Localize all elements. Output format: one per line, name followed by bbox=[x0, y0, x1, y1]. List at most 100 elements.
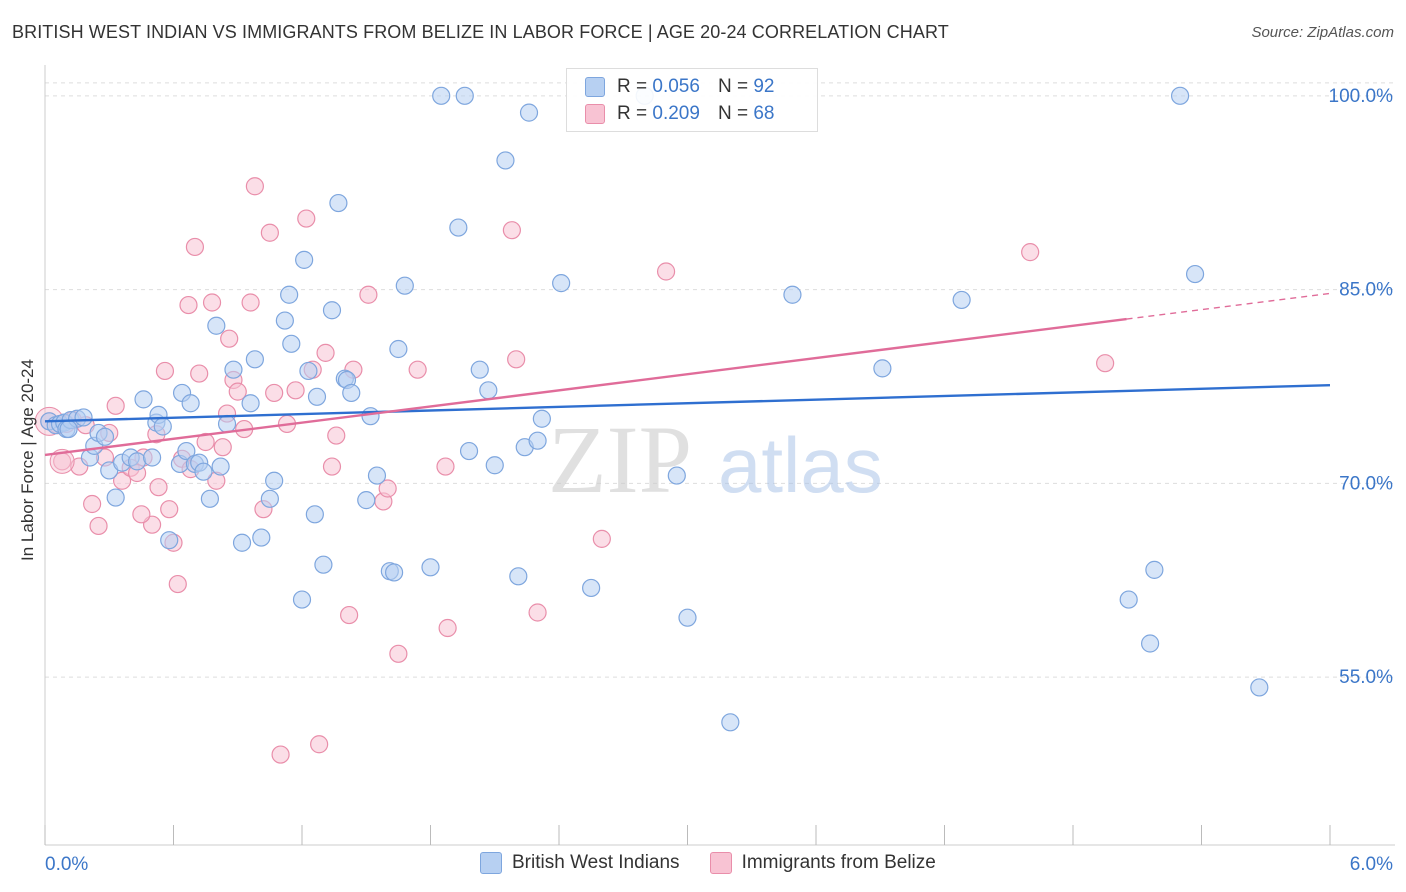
data-point-bwi bbox=[106, 488, 125, 507]
data-point-belize bbox=[1096, 354, 1115, 373]
data-point-bwi bbox=[252, 528, 271, 547]
data-point-belize bbox=[502, 221, 521, 240]
source-label: Source: ZipAtlas.com bbox=[1251, 24, 1394, 41]
data-point-belize bbox=[112, 471, 132, 490]
data-point-belize bbox=[106, 396, 125, 415]
x-tick-label: 0.0% bbox=[45, 854, 88, 875]
data-point-bwi bbox=[459, 441, 479, 461]
data-point-bwi bbox=[1250, 678, 1269, 697]
data-point-bwi bbox=[721, 713, 740, 732]
data-point-bwi bbox=[1185, 264, 1205, 284]
legend-swatch-bwi bbox=[480, 852, 502, 874]
y-tick-label: 70.0% bbox=[1339, 473, 1393, 494]
data-point-bwi bbox=[1140, 634, 1160, 653]
data-point-bwi bbox=[329, 193, 348, 213]
data-point-belize bbox=[190, 364, 209, 383]
y-tick-label: 100.0% bbox=[1329, 86, 1394, 107]
axes bbox=[44, 65, 1395, 846]
legend-row-bwi: R = 0.056 N = 92 bbox=[585, 75, 774, 99]
legend-swatch-belize bbox=[709, 852, 732, 874]
data-point-bwi bbox=[211, 457, 230, 476]
data-point-belize bbox=[438, 618, 457, 638]
data-point-bwi bbox=[207, 316, 226, 335]
data-point-belize bbox=[327, 426, 346, 445]
legend-label-belize: Immigrants from Belize bbox=[741, 852, 936, 873]
data-point-bwi bbox=[479, 381, 498, 400]
data-point-bwi bbox=[160, 531, 179, 550]
data-point-belize bbox=[340, 605, 359, 625]
data-point-bwi bbox=[282, 334, 301, 353]
data-point-bwi bbox=[299, 361, 318, 381]
data-point-bwi bbox=[260, 489, 279, 508]
data-point-belize bbox=[271, 745, 290, 764]
data-point-belize bbox=[179, 295, 198, 315]
data-point-bwi bbox=[200, 489, 220, 508]
data-point-belize bbox=[316, 343, 335, 362]
legend-item-bwi[interactable]: British West Indians bbox=[480, 852, 680, 874]
data-point-belize bbox=[245, 177, 264, 196]
data-point-bwi bbox=[127, 452, 147, 471]
data-point-bwi bbox=[783, 285, 802, 304]
data-point-belize bbox=[89, 516, 108, 536]
data-point-belize bbox=[322, 457, 342, 476]
data-point-bwi bbox=[357, 491, 376, 510]
legend-n-label: N = bbox=[717, 103, 749, 124]
legend-item-belize[interactable]: Immigrants from Belize bbox=[709, 852, 936, 874]
legend-n-value-bwi: 92 bbox=[753, 76, 775, 97]
data-point-belize bbox=[378, 479, 397, 498]
data-point-bwi bbox=[667, 466, 686, 485]
data-point-belize bbox=[155, 361, 175, 381]
data-point-belize bbox=[656, 262, 676, 281]
data-point-bwi bbox=[1119, 590, 1138, 609]
x-tick-labels: 0.0% 6.0% bbox=[45, 854, 1393, 875]
legend-n-value-belize: 68 bbox=[753, 103, 775, 124]
data-point-belize bbox=[220, 329, 239, 348]
legend-swatch-belize bbox=[585, 104, 605, 124]
data-point-bwi bbox=[532, 409, 551, 428]
data-point-bwi bbox=[275, 311, 294, 330]
data-point-bwi bbox=[873, 359, 892, 378]
watermark-zip: ZIP bbox=[548, 406, 692, 513]
data-point-bwi bbox=[322, 301, 342, 320]
data-point-bwi bbox=[280, 285, 299, 304]
data-point-bwi bbox=[265, 471, 284, 490]
data-point-bwi bbox=[470, 360, 489, 379]
data-point-belize bbox=[83, 494, 102, 514]
data-point-bwi bbox=[59, 419, 78, 439]
data-point-belize bbox=[132, 505, 151, 524]
data-point-bwi bbox=[232, 533, 252, 552]
data-point-bwi bbox=[245, 350, 264, 369]
data-point-bwi bbox=[952, 290, 971, 310]
data-point-belize bbox=[168, 574, 187, 594]
data-point-bwi bbox=[224, 360, 243, 379]
data-point-belize bbox=[436, 457, 455, 476]
data-point-bwi bbox=[389, 339, 408, 359]
data-point-belize bbox=[389, 644, 408, 663]
data-point-bwi bbox=[361, 407, 380, 426]
data-point-bwi bbox=[95, 427, 115, 446]
legend-row-belize: R = 0.209 N = 68 bbox=[585, 102, 774, 126]
data-point-belize bbox=[185, 237, 205, 257]
data-point-belize bbox=[228, 382, 247, 401]
trend-lines bbox=[44, 292, 1331, 457]
data-point-bwi bbox=[432, 86, 451, 105]
data-point-bwi bbox=[496, 151, 515, 170]
data-point-belize bbox=[310, 735, 329, 754]
data-point-bwi bbox=[142, 448, 162, 467]
data-point-bwi bbox=[519, 103, 539, 122]
data-point-bwi bbox=[552, 274, 571, 293]
data-point-bwi bbox=[485, 456, 504, 475]
data-point-bwi bbox=[314, 555, 333, 574]
data-point-bwi bbox=[295, 250, 314, 269]
data-point-belize bbox=[260, 223, 279, 242]
data-point-bwi bbox=[1170, 86, 1190, 105]
data-point-bwi bbox=[342, 383, 361, 403]
data-point-belize bbox=[265, 383, 284, 403]
y-tick-label: 55.0% bbox=[1339, 667, 1393, 688]
data-point-bwi bbox=[449, 218, 468, 237]
data-point-bwi bbox=[194, 462, 213, 481]
legend-label-bwi: British West Indians bbox=[512, 852, 680, 873]
data-point-belize bbox=[297, 209, 316, 228]
data-point-belize bbox=[241, 293, 260, 312]
legend-r-value-belize: 0.209 bbox=[652, 103, 700, 124]
